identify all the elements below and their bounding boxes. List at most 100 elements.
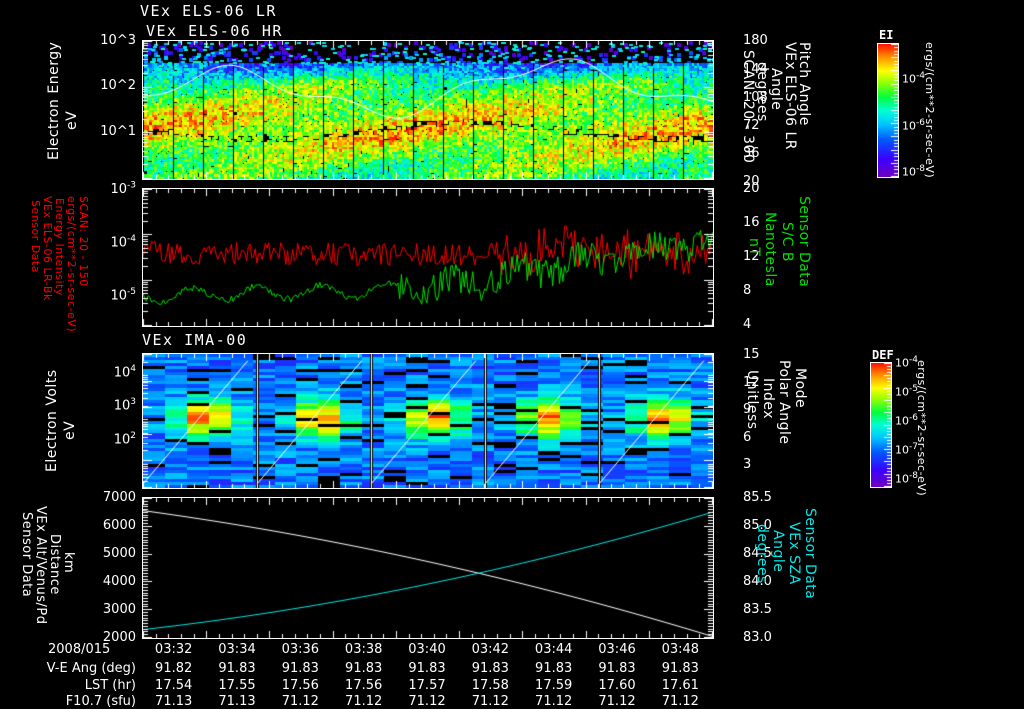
bottom-cell-f107-8: 71.12: [661, 694, 699, 709]
p3-rlabel-mode: Mode: [792, 368, 808, 409]
p1-rtick-3: 72: [743, 118, 760, 133]
p3-rlabel-unitless: Unitless: [744, 370, 760, 430]
bottom-cell-time-2: 03:36: [281, 642, 320, 657]
bottom-cell-ve-ang-2: 91.83: [281, 661, 319, 676]
bottom-cell-lst-0: 17.54: [155, 678, 193, 693]
colorbar-def: [870, 362, 892, 488]
p1-ytick-0: 10^3: [100, 33, 136, 48]
p2-rtick-1: 16: [743, 215, 760, 230]
bottom-cell-lst-2: 17.56: [281, 678, 319, 693]
p4-rlabel-degrees: degrees: [754, 524, 770, 584]
p2-ytick-1: 10-4: [110, 234, 136, 251]
p2-rlabel-sc-b: S/C B: [779, 222, 795, 262]
p3-ytick-0: 104: [113, 364, 136, 381]
p4-ytick-2: 5000: [102, 546, 136, 561]
bottom-cell-ve-ang-5: 91.83: [471, 661, 509, 676]
bottom-date-label: 2008/015: [48, 642, 111, 657]
bottom-row-label-0: V-E Ang (deg): [46, 661, 136, 676]
bottom-cell-lst-4: 17.57: [408, 678, 446, 693]
p3-rtick-4: 3: [743, 457, 752, 472]
panel1-title-hr: VEx ELS-06 HR: [146, 22, 283, 40]
p4-ylabel-km: km: [61, 552, 76, 574]
p3-ytick-1: 103: [113, 397, 136, 414]
bottom-cell-f107-0: 71.13: [155, 694, 193, 709]
p4-rtick-2: 84.5: [743, 546, 772, 561]
colorbar-ei-title: EI: [879, 28, 894, 42]
bottom-cell-time-3: 03:38: [344, 642, 383, 657]
cb-ei-tick-0: 10-4: [902, 71, 925, 86]
p1-rlabel-degrees: degrees: [754, 62, 770, 122]
bottom-cell-f107-7: 71.12: [598, 694, 636, 709]
p4-rtick-0: 85.5: [743, 490, 772, 505]
colorbar-def-units: ergs/(cm**2-sr-sec-eV): [915, 360, 928, 497]
panel2-plot: [142, 188, 714, 327]
bottom-cell-time-0: 03:32: [154, 642, 193, 657]
bottom-cell-time-4: 03:40: [408, 642, 446, 657]
p4-ytick-3: 4000: [102, 574, 136, 589]
bottom-cell-time-7: 03:46: [598, 642, 636, 657]
p2-rlabel-sensor-data: Sensor Data: [796, 196, 812, 288]
p2-rtick-2: 12: [743, 249, 760, 264]
p2-rtick-3: 8: [743, 283, 752, 298]
p1-rtick-0: 180: [743, 33, 768, 48]
bottom-cell-lst-5: 17.58: [471, 678, 509, 693]
p3-rlabel-index: Index: [760, 378, 776, 420]
bottom-cell-time-5: 03:42: [471, 642, 510, 657]
p2-rlabel-nanotesla: Nanotesla: [762, 212, 778, 287]
bottom-cell-f107-5: 71.12: [471, 694, 509, 709]
cb-def-tick-4: 10-8: [895, 471, 918, 486]
p1-rtick-5: 20: [743, 174, 760, 189]
p4-ylabel-alt: VEx Alt/Venus/Pd: [33, 506, 48, 625]
cb-def-tick-2: 10-6: [895, 413, 918, 428]
cb-ei-tick-1: 10-6: [902, 118, 925, 133]
bottom-cell-time-1: 03:34: [218, 642, 256, 657]
p1-rlabel-scan: SCAN: 20 - 300: [740, 50, 756, 164]
bottom-cell-ve-ang-7: 91.83: [598, 661, 636, 676]
altitude-sza-canvas: [143, 498, 713, 638]
cb-def-tick-3: 10-7: [895, 442, 918, 457]
p4-ytick-0: 7000: [102, 490, 136, 505]
p1-rlabel-pitch-angle: Pitch Angle: [796, 42, 812, 126]
bottom-cell-lst-1: 17.55: [218, 678, 256, 693]
p3-rtick-3: 6: [743, 430, 752, 445]
p4-rtick-5: 83.0: [743, 630, 772, 645]
bottom-row-label-2: F10.7 (sfu): [65, 694, 136, 709]
p2-ytick-0: 10-3: [110, 181, 136, 198]
p2-rtick-4: 4: [743, 317, 752, 332]
colorbar-ei-gradient: [878, 44, 898, 177]
bottom-cell-ve-ang-6: 91.83: [535, 661, 573, 676]
p2-ytick-2: 10-5: [110, 287, 136, 304]
bottom-cell-f107-6: 71.12: [535, 694, 573, 709]
p4-rlabel-angle: Angle: [770, 530, 786, 573]
energy-intensity-magnetic-field-canvas: [143, 189, 713, 326]
p1-yunits: eV: [64, 110, 80, 130]
p4-ytick-5: 2000: [102, 630, 136, 645]
p1-rtick-4: 36: [743, 146, 760, 161]
cb-ei-tick-2: 10-8: [902, 164, 925, 179]
p2-rtick-0: 20: [743, 181, 760, 196]
cb-def-tick-1: 10-5: [895, 384, 918, 399]
panel4-plot: [142, 497, 714, 639]
p3-ylabel: Electron Volts: [44, 369, 60, 472]
p1-rtick-2: 108: [743, 90, 768, 105]
colorbar-def-title: DEF: [872, 348, 894, 362]
bottom-cell-time-6: 03:44: [534, 642, 573, 657]
bottom-cell-ve-ang-4: 91.83: [408, 661, 446, 676]
p3-ytick-2: 102: [113, 431, 136, 448]
bottom-cell-f107-2: 71.12: [281, 694, 319, 709]
bottom-cell-lst-3: 17.56: [345, 678, 383, 693]
p1-ytick-1: 10^2: [100, 78, 136, 93]
bottom-cell-ve-ang-8: 91.83: [661, 661, 699, 676]
p1-ylabel: Electron Energy: [46, 41, 62, 160]
p4-rlabel-sza: VEx SZA: [786, 522, 802, 585]
colorbar-ei: [877, 43, 899, 178]
bottom-cell-ve-ang-0: 91.82: [155, 661, 193, 676]
p4-ylabel-sensor-data: Sensor Data: [19, 512, 34, 598]
bottom-cell-lst-7: 17.60: [598, 678, 636, 693]
panel1-plot: [142, 40, 714, 180]
p3-yunits: eV: [62, 420, 78, 440]
colorbar-ei-units: ergs/(cm**2-sr-sec-eV): [923, 42, 936, 179]
p2-ylabel-scan: SCAN: 20 - 150: [77, 196, 90, 287]
p1-rtick-1: 144: [743, 62, 768, 77]
bottom-cell-time-8: 03:48: [661, 642, 700, 657]
